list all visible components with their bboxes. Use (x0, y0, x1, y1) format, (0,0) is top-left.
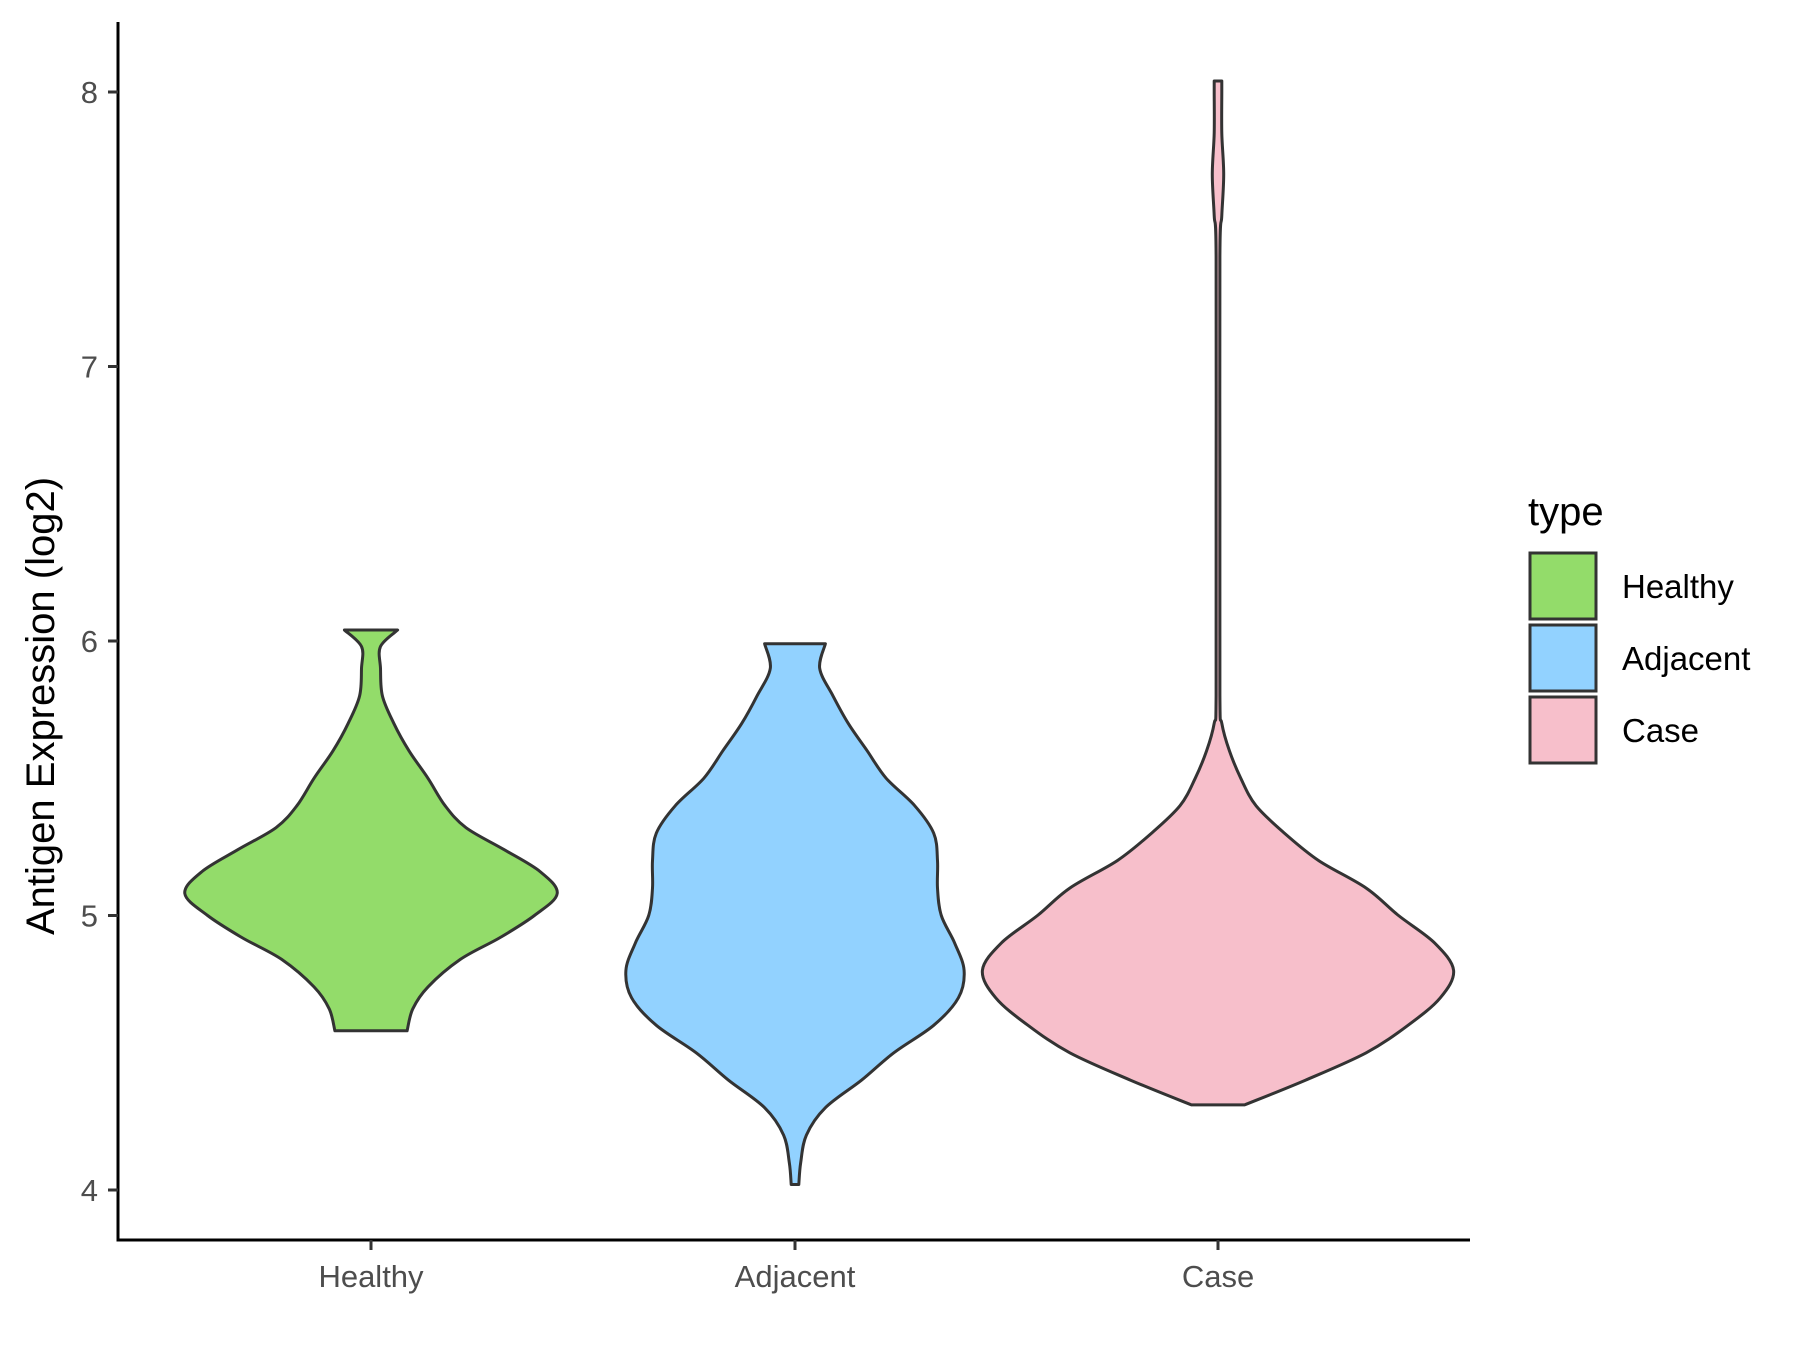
legend-items: Healthy Adjacent Case (1528, 551, 1750, 765)
legend: type Healthy Adjacent Case (1528, 490, 1750, 765)
x-axis-ticks: Healthy Adjacent Case (318, 1240, 1254, 1294)
y-tick-label: 7 (81, 350, 98, 385)
legend-label-case: Case (1622, 712, 1699, 749)
violin-case (980, 79, 1456, 1107)
y-tick-label: 8 (81, 75, 98, 110)
legend-title: type (1528, 490, 1604, 534)
legend-label-adjacent: Adjacent (1622, 640, 1750, 677)
violin-adjacent (624, 642, 966, 1186)
y-axis-ticks: 4 5 6 7 8 (81, 75, 118, 1208)
legend-key-adjacent (1528, 623, 1598, 693)
x-tick-label: Adjacent (735, 1259, 856, 1294)
y-tick-label: 4 (81, 1173, 98, 1208)
x-tick-label: Healthy (318, 1259, 424, 1294)
violin-layer (183, 79, 1456, 1186)
legend-label-healthy: Healthy (1622, 568, 1734, 605)
legend-key-healthy (1528, 551, 1598, 621)
y-axis-title: Antigen Expression (log2) (19, 477, 63, 935)
legend-key-case (1528, 695, 1598, 765)
axes-layer: 4 5 6 7 8 Healthy Adjacent Case (81, 22, 1470, 1294)
y-tick-label: 6 (81, 624, 98, 659)
violin-healthy (183, 628, 559, 1033)
x-tick-label: Case (1182, 1259, 1254, 1294)
y-tick-label: 5 (81, 899, 98, 934)
